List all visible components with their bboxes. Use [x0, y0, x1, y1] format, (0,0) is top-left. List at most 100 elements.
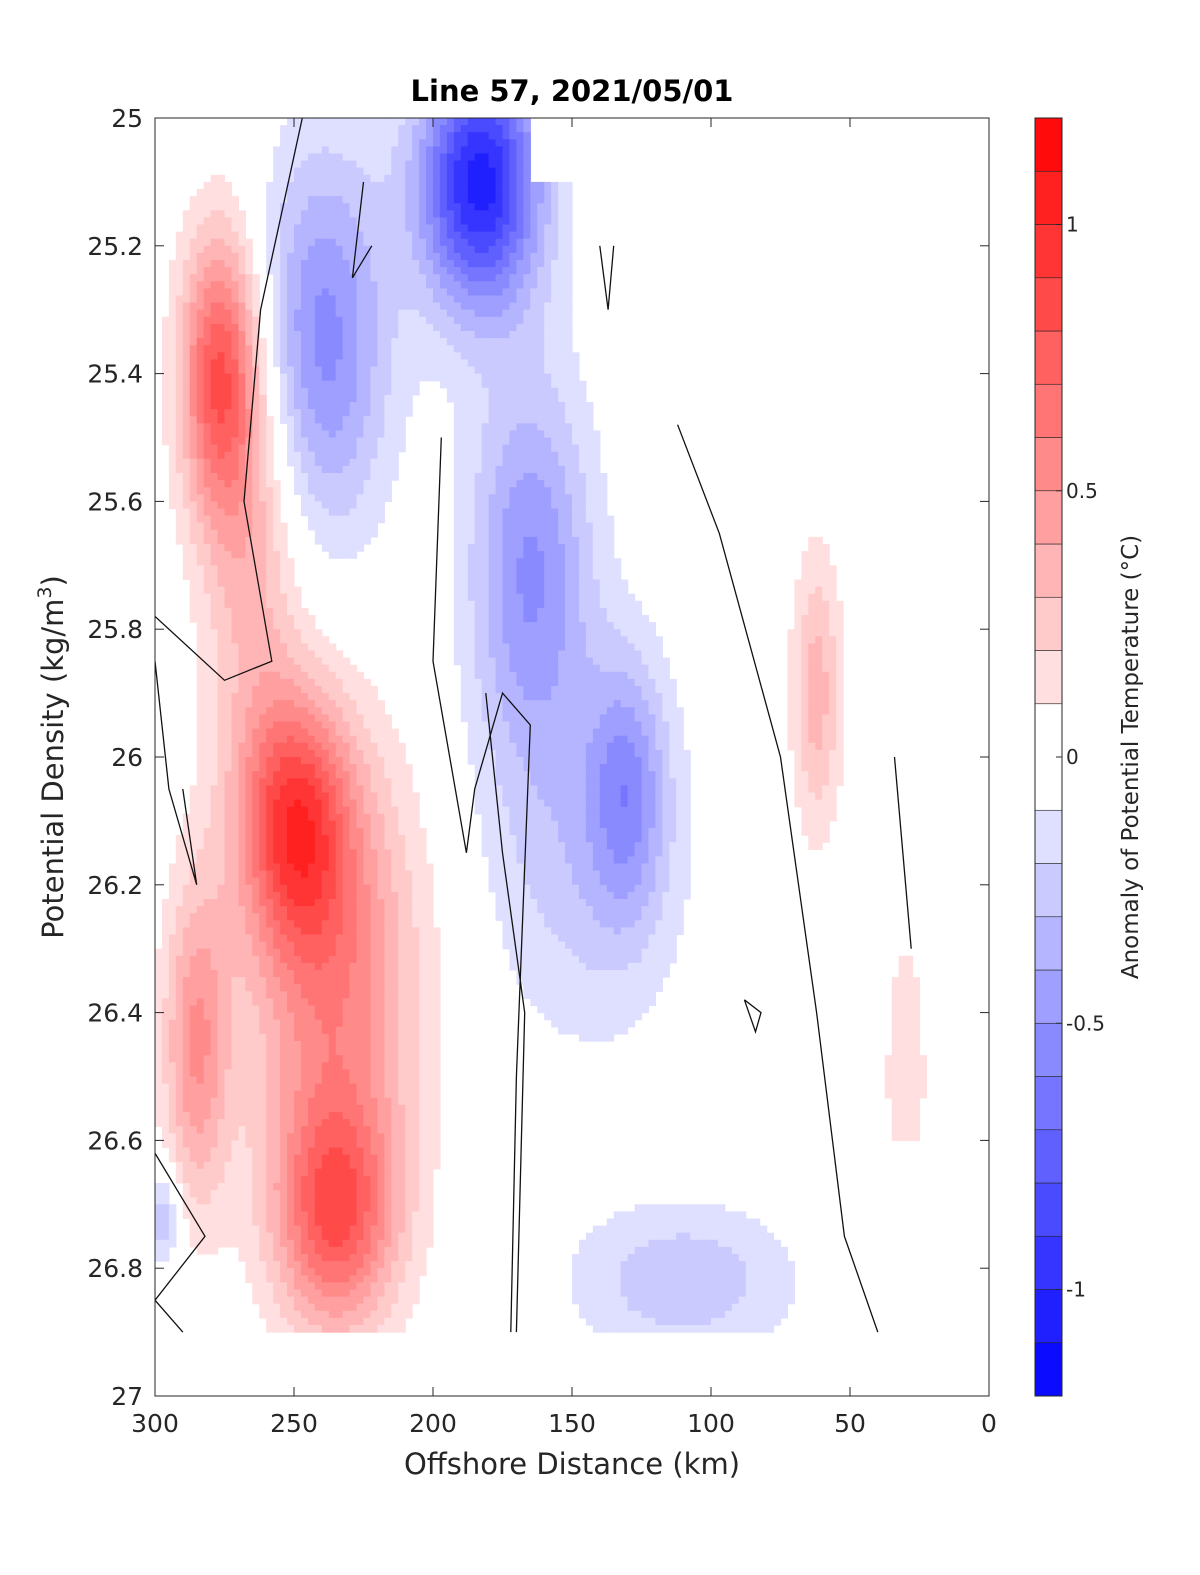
field-cell	[349, 742, 358, 751]
field-cell	[495, 252, 504, 261]
field-cell	[544, 615, 552, 623]
field-cell	[349, 245, 358, 254]
field-cell	[565, 231, 573, 240]
field-cell	[537, 622, 545, 630]
field-cell	[565, 643, 573, 652]
field-cell	[620, 742, 629, 751]
field-cell	[502, 331, 511, 339]
field-cell	[467, 686, 476, 694]
field-cell	[328, 430, 337, 439]
field-cell	[662, 721, 670, 730]
field-cell	[537, 181, 545, 190]
field-cell	[544, 295, 552, 304]
field-cell	[349, 409, 358, 417]
field-cell	[627, 693, 636, 701]
field-cell	[426, 217, 434, 226]
field-cell	[488, 373, 497, 382]
field-cell	[266, 473, 274, 481]
field-cell	[405, 331, 413, 339]
field-cell	[509, 380, 517, 389]
field-cell	[829, 735, 837, 744]
field-cell	[328, 551, 337, 559]
field-cell	[203, 636, 212, 644]
field-cell	[356, 757, 365, 765]
field-cell	[488, 238, 497, 247]
field-cell	[349, 189, 358, 197]
field-cell	[648, 636, 656, 644]
field-cell	[551, 721, 559, 730]
field-cell	[314, 196, 323, 204]
field-cell	[495, 125, 504, 133]
field-cell	[328, 331, 337, 339]
field-cell	[328, 742, 337, 751]
field-cell	[321, 323, 330, 332]
field-cell	[613, 643, 622, 652]
field-cell	[280, 359, 288, 368]
field-cell	[412, 302, 420, 311]
field-cell	[488, 252, 497, 261]
field-cell	[168, 458, 177, 467]
field-cell	[273, 735, 281, 744]
field-cell	[321, 394, 330, 403]
field-cell	[592, 473, 601, 481]
field-cell	[294, 615, 302, 623]
field-cell	[613, 636, 622, 644]
field-cell	[474, 451, 483, 460]
field-cell	[530, 593, 538, 602]
field-cell	[523, 544, 531, 552]
field-cell	[551, 607, 559, 616]
field-cell	[606, 714, 615, 723]
field-cell	[460, 473, 469, 481]
field-cell	[641, 693, 650, 701]
field-cell	[481, 508, 490, 517]
field-cell	[231, 345, 239, 353]
field-cell	[210, 515, 219, 524]
field-cell	[558, 409, 566, 417]
field-cell	[377, 465, 385, 474]
field-cell	[829, 607, 837, 616]
field-cell	[210, 622, 219, 630]
field-cell	[287, 345, 295, 353]
field-cell	[530, 394, 538, 403]
field-cell	[502, 544, 511, 552]
field-cell	[585, 529, 594, 538]
field-cell	[822, 764, 830, 772]
field-cell	[530, 494, 538, 502]
field-cell	[488, 224, 497, 233]
field-cell	[384, 387, 392, 396]
field-cell	[474, 529, 483, 538]
field-cell	[321, 458, 330, 467]
field-cell	[481, 615, 490, 623]
field-cell	[300, 323, 309, 332]
field-cell	[231, 224, 239, 233]
field-cell	[314, 657, 323, 666]
field-cell	[516, 579, 524, 588]
field-cell	[300, 146, 309, 155]
field-cell	[182, 451, 191, 460]
field-cell	[836, 664, 844, 673]
field-cell	[391, 281, 399, 289]
field-cell	[196, 281, 205, 289]
field-cell	[224, 600, 233, 609]
field-cell	[231, 394, 239, 403]
field-cell	[300, 118, 309, 126]
field-cell	[509, 572, 517, 581]
field-cell	[259, 742, 267, 751]
field-cell	[474, 522, 483, 531]
field-cell	[335, 671, 344, 680]
field-cell	[245, 686, 253, 694]
field-cell	[488, 423, 497, 431]
field-cell	[509, 139, 517, 147]
field-cell	[349, 125, 358, 133]
field-cell	[551, 359, 559, 368]
field-cell	[252, 437, 260, 446]
field-cell	[613, 622, 622, 630]
field-cell	[287, 437, 295, 446]
field-cell	[231, 686, 239, 694]
field-cell	[627, 650, 636, 659]
field-cell	[572, 757, 580, 765]
field-cell	[439, 231, 448, 240]
field-cell	[453, 387, 462, 396]
field-cell	[558, 636, 566, 644]
field-cell	[266, 458, 274, 467]
